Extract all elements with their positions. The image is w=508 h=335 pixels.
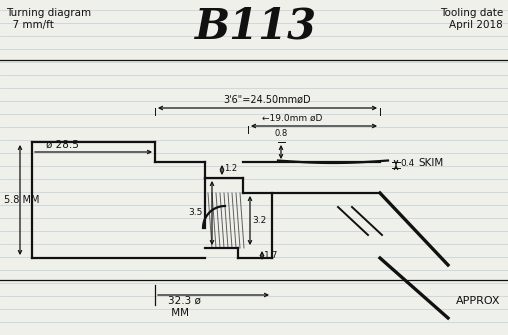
Text: 3.5: 3.5 xyxy=(188,207,203,216)
Text: Turning diagram: Turning diagram xyxy=(6,8,91,18)
Text: SKIM: SKIM xyxy=(418,158,443,168)
Text: 3.2: 3.2 xyxy=(252,215,266,224)
Text: 0.8: 0.8 xyxy=(274,129,288,138)
Text: B113: B113 xyxy=(195,5,317,47)
Text: 5.8 MM: 5.8 MM xyxy=(4,195,40,205)
Text: 3'6"=24.50mmøD: 3'6"=24.50mmøD xyxy=(223,95,311,105)
Text: APPROX: APPROX xyxy=(456,296,500,306)
Text: ø 28.5: ø 28.5 xyxy=(46,140,79,150)
Text: 1.7: 1.7 xyxy=(264,251,278,260)
Text: ←19.0mm øD: ←19.0mm øD xyxy=(262,114,323,123)
Text: 1.2: 1.2 xyxy=(224,163,237,173)
Text: 32.3 ø
 MM: 32.3 ø MM xyxy=(168,296,201,318)
Text: 0.4: 0.4 xyxy=(400,158,414,168)
Text: 7 mm/ft: 7 mm/ft xyxy=(6,20,54,30)
Text: Tooling date
April 2018: Tooling date April 2018 xyxy=(440,8,503,29)
